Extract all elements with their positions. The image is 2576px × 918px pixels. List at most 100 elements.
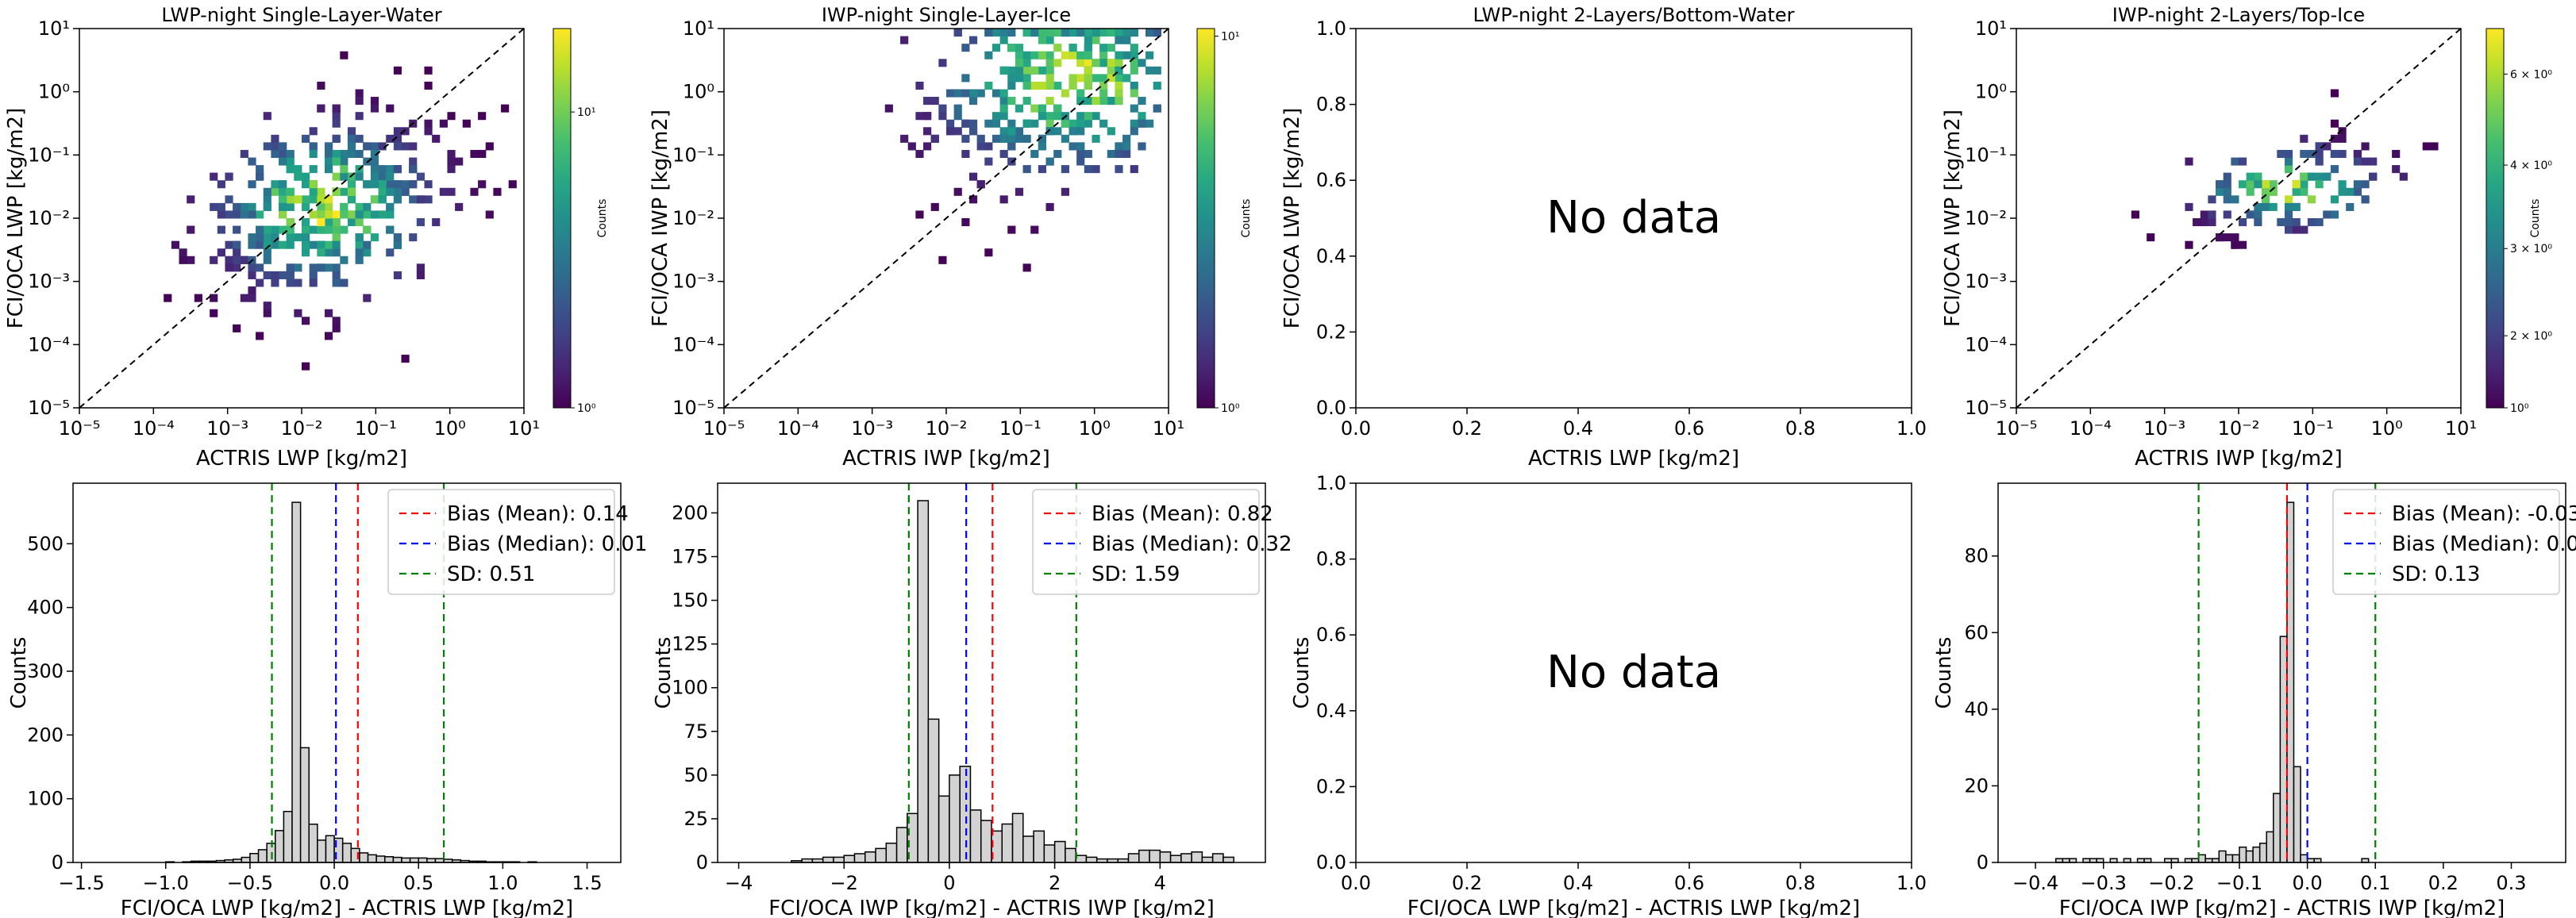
heatmap-cell — [2330, 210, 2339, 219]
histogram-bar — [2293, 766, 2301, 863]
histogram-bar — [927, 718, 940, 863]
heatmap-cell — [363, 202, 372, 211]
heatmap-cell — [1122, 36, 1131, 44]
heatmap-cell — [1107, 66, 1115, 75]
heatmap-cell — [355, 255, 364, 264]
hist-panel-2-bars — [791, 500, 1234, 863]
heatmap-cell — [2269, 180, 2278, 189]
heatmap-cell — [416, 271, 425, 279]
heatmap-cell — [393, 66, 402, 75]
heatmap-cell — [347, 180, 356, 189]
heatmap-cell — [393, 134, 402, 143]
hist-panel-1-frame — [72, 482, 622, 863]
heatmap-cell — [930, 97, 939, 106]
scatter-panel-1-ytick-label: 10⁻³ — [28, 271, 70, 293]
heatmap-cell — [317, 218, 325, 227]
hist-panel-3-ytick-label: 0.2 — [1316, 775, 1346, 797]
heatmap-cell — [2392, 149, 2401, 159]
heatmap-cell — [294, 172, 302, 181]
heatmap-cell — [370, 97, 379, 106]
heatmap-cell — [347, 127, 356, 136]
heatmap-cell — [953, 127, 962, 136]
hist-panel-1-xtick-label: −0.5 — [227, 872, 273, 894]
heatmap-cell — [1030, 29, 1039, 37]
scatter-panel-1-ytick-label: 10⁻¹ — [28, 144, 70, 166]
heatmap-cell — [1153, 81, 1161, 90]
heatmap-cell — [984, 119, 993, 128]
histogram-bar — [2252, 846, 2261, 863]
heatmap-cell — [271, 225, 279, 234]
heatmap-cell — [302, 134, 310, 143]
heatmap-cell — [1138, 142, 1146, 151]
heatmap-cell — [2246, 210, 2254, 219]
heatmap-cell — [2392, 165, 2401, 174]
hist-panel-2-legend-box — [1032, 489, 1260, 595]
scatter-panel-2-ytick-label: 10¹ — [683, 17, 714, 40]
heatmap-cell — [2223, 172, 2231, 181]
heatmap-cell — [984, 81, 993, 90]
hist-panel-4-legend-label: SD: 0.13 — [2392, 563, 2480, 586]
heatmap-cell — [370, 165, 379, 174]
heatmap-cell — [225, 263, 233, 272]
heatmap-cell — [1007, 119, 1016, 128]
heatmap-cell — [2284, 165, 2293, 174]
heatmap-cell — [1099, 29, 1108, 37]
hist-panel-2-ytick-label: 175 — [672, 546, 708, 568]
heatmap-cell — [2353, 180, 2362, 189]
scatter-panel-4-frame — [2016, 28, 2462, 409]
heatmap-cell — [317, 263, 325, 272]
heatmap-cell — [279, 271, 287, 279]
heatmap-cell — [2330, 149, 2339, 159]
heatmap-cell — [256, 332, 264, 340]
hist-panel-2-xtick-label: −2 — [830, 872, 858, 894]
heatmap-cell — [1045, 51, 1054, 60]
heatmap-cell — [248, 271, 256, 279]
heatmap-cell — [2292, 180, 2301, 189]
heatmap-cell — [401, 180, 410, 189]
hist-panel-3-xtick-label: 0.4 — [1563, 872, 1593, 894]
heatmap-cell — [1107, 59, 1115, 67]
hist-panel-2-xlabel: FCI/OCA IWP [kg/m2] - ACTRIS IWP [kg/m2] — [768, 897, 1215, 918]
heatmap-cell — [1099, 44, 1108, 52]
heatmap-cell — [355, 149, 364, 159]
heatmap-cell — [1084, 59, 1092, 67]
heatmap-cell — [1030, 149, 1039, 159]
scatter-panel-3-ylabel: FCI/OCA LWP [kg/m2] — [1280, 108, 1304, 328]
heatmap-cell — [1022, 134, 1031, 143]
histogram-bar — [1149, 849, 1161, 863]
heatmap-cell — [355, 210, 364, 219]
histogram-bar — [1033, 830, 1045, 863]
heatmap-cell — [1053, 127, 1062, 136]
heatmap-cell — [286, 263, 295, 272]
heatmap-cell — [1076, 127, 1085, 136]
heatmap-cell — [1022, 263, 1031, 272]
heatmap-cell — [1107, 127, 1115, 136]
heatmap-cell — [1115, 74, 1123, 83]
heatmap-cell — [2338, 127, 2347, 136]
heatmap-cell — [1045, 112, 1054, 121]
heatmap-cell — [2239, 180, 2247, 189]
heatmap-cell — [1045, 66, 1054, 75]
heatmap-cell — [1076, 97, 1085, 106]
heatmap-cell — [1130, 119, 1138, 128]
heatmap-cell — [923, 127, 932, 136]
heatmap-cell — [1099, 51, 1108, 60]
hist-panel-4-ytick-label: 80 — [1964, 545, 1989, 567]
heatmap-cell — [1022, 97, 1031, 106]
heatmap-cell — [1061, 165, 1069, 174]
scatter-panel-4-colorbar-tick-label: 10⁰ — [2510, 402, 2529, 415]
heatmap-cell — [2223, 195, 2231, 204]
heatmap-cell — [2231, 157, 2239, 166]
heatmap-cell — [1053, 59, 1062, 67]
heatmap-cell — [1069, 51, 1077, 60]
heatmap-cell — [332, 119, 341, 128]
heatmap-cell — [386, 180, 395, 189]
heatmap-cell — [2330, 134, 2339, 143]
heatmap-cell — [286, 157, 295, 166]
heatmap-cell — [1022, 74, 1031, 83]
heatmap-cell — [248, 294, 256, 302]
heatmap-cell — [210, 294, 218, 302]
heatmap-cell — [363, 248, 372, 257]
histogram-bar — [1201, 856, 1214, 863]
heatmap-cell — [2315, 218, 2324, 227]
